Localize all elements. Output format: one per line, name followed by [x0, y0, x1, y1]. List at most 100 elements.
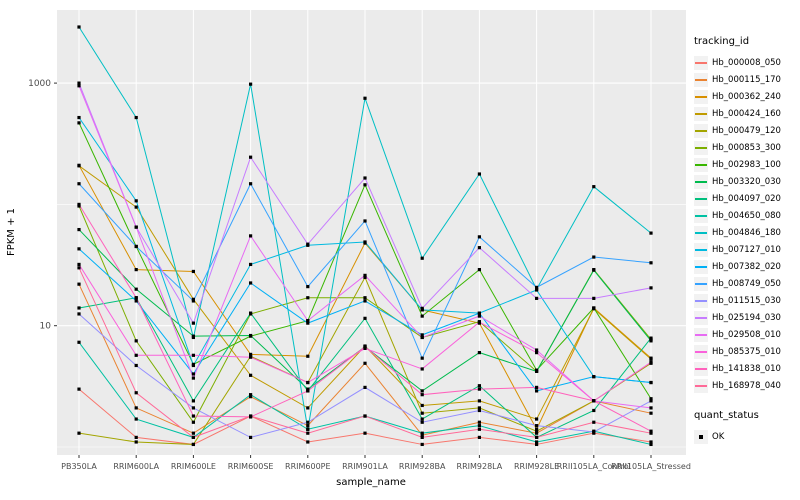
data-point	[420, 306, 424, 310]
legend-item-Hb_025194_030: Hb_025194_030	[694, 309, 798, 326]
legend-item-label: Hb_004097_020	[712, 193, 781, 204]
data-point	[477, 311, 481, 315]
x-axis-title: sample_name	[336, 477, 406, 488]
data-point	[477, 424, 481, 428]
data-point	[477, 246, 481, 250]
data-point	[134, 244, 138, 249]
data-point	[649, 411, 653, 415]
plot-panel	[57, 10, 686, 455]
data-point	[649, 429, 653, 433]
legend-color-line	[695, 231, 707, 234]
data-point	[420, 433, 424, 437]
legend-item-label: Hb_029508_010	[712, 329, 781, 340]
data-point	[134, 440, 138, 444]
data-point	[306, 424, 310, 428]
data-point	[592, 296, 596, 300]
data-point	[477, 406, 481, 410]
legend-key-swatch	[694, 106, 708, 121]
data-point	[535, 288, 539, 292]
data-point	[592, 255, 596, 259]
data-point	[363, 361, 367, 365]
x-tick-label: PB350LA	[61, 462, 97, 471]
legend-key-swatch	[694, 157, 708, 172]
legend-color-line	[695, 384, 707, 387]
legend-item-label: Hb_000853_300	[712, 142, 781, 153]
data-point	[592, 375, 596, 379]
data-point	[134, 363, 138, 368]
data-point	[249, 234, 253, 238]
legend-key-swatch	[694, 225, 708, 240]
data-point	[363, 219, 367, 223]
data-point	[649, 286, 653, 290]
data-point	[249, 311, 253, 315]
data-point	[649, 261, 653, 265]
data-point	[477, 351, 481, 355]
data-point	[306, 440, 310, 444]
data-point	[77, 84, 81, 88]
data-point	[420, 435, 424, 439]
data-point	[477, 314, 481, 318]
legend-item-label: Hb_000479_120	[712, 125, 781, 136]
data-point	[592, 420, 596, 424]
legend-item-Hb_000115_170: Hb_000115_170	[694, 71, 798, 88]
data-point	[77, 340, 81, 344]
legend-item-Hb_004650_080: Hb_004650_080	[694, 207, 798, 224]
tracking-legend-items: Hb_000008_050 Hb_000115_170 Hb_000362_240 H…	[694, 54, 798, 394]
data-point	[592, 430, 596, 434]
data-point	[134, 406, 138, 410]
data-point	[477, 172, 481, 176]
data-point	[420, 411, 424, 415]
legend-key-swatch	[694, 276, 708, 291]
data-point	[477, 427, 481, 431]
legend-item-quant-OK: OK	[694, 428, 798, 445]
x-tick-label: RRIM928LA	[457, 462, 503, 471]
legend-color-line	[695, 112, 707, 115]
data-point	[535, 424, 539, 428]
data-point	[363, 345, 367, 349]
legend-key-swatch	[694, 174, 708, 189]
data-point	[363, 183, 367, 187]
data-point	[363, 316, 367, 320]
data-point	[649, 399, 653, 403]
data-point	[77, 306, 81, 310]
data-point	[306, 406, 310, 410]
data-point	[649, 442, 653, 447]
data-point	[134, 296, 138, 300]
legend-color-line	[695, 95, 707, 98]
data-point	[134, 225, 138, 229]
data-point	[420, 314, 424, 318]
legend-key-swatch	[694, 89, 708, 104]
data-point	[191, 406, 195, 410]
data-point	[363, 176, 367, 180]
legend-key-swatch	[694, 123, 708, 138]
data-point	[535, 417, 539, 421]
data-point	[592, 185, 596, 189]
x-tick-label: RRII105LA_Control	[557, 462, 631, 471]
data-point	[649, 440, 653, 444]
data-point	[191, 363, 195, 368]
legend-color-line	[695, 350, 707, 353]
legend-item-label: Hb_007127_010	[712, 244, 781, 255]
data-point	[477, 408, 481, 413]
data-point	[249, 393, 253, 397]
data-point	[77, 312, 81, 316]
legend-color-line	[695, 78, 707, 81]
legend-item-label: Hb_085375_010	[712, 346, 781, 357]
data-point	[191, 353, 195, 357]
black-square-point-icon	[699, 434, 703, 439]
data-point	[363, 385, 367, 389]
data-point	[77, 262, 81, 267]
data-point	[535, 429, 539, 433]
data-point	[249, 262, 253, 267]
legend-key-swatch	[694, 242, 708, 257]
data-point	[535, 296, 539, 300]
data-point	[306, 427, 310, 431]
data-point	[363, 431, 367, 435]
data-point	[420, 403, 424, 408]
legend-item-Hb_008749_050: Hb_008749_050	[694, 275, 798, 292]
data-point	[363, 96, 367, 100]
data-point	[477, 435, 481, 439]
x-tick-label: RRIM928BA	[399, 462, 446, 471]
data-point	[134, 339, 138, 343]
